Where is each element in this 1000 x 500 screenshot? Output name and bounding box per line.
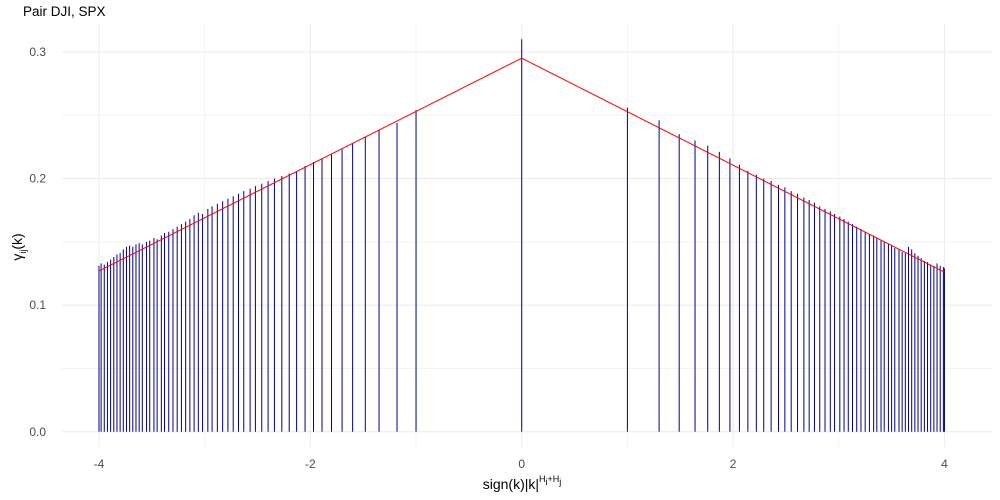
x-axis-label-superscript-sub1: i — [546, 477, 548, 487]
x-tick-label: -2 — [305, 457, 316, 471]
x-axis-label: sign(k)|k|Hi+Hj — [483, 474, 562, 492]
x-axis-label-main: sign(k)|k| — [483, 476, 539, 492]
x-tick-label: 0 — [518, 457, 525, 471]
bars — [98, 39, 945, 432]
x-axis-label-superscript-sub2: j — [558, 477, 561, 487]
y-axis-label-suffix: (k) — [9, 233, 25, 249]
x-axis-label-superscript: H — [539, 474, 546, 484]
y-tick-label: 0.1 — [29, 298, 46, 312]
chart-title: Pair DJI, SPX — [23, 4, 106, 19]
fit-line — [98, 57, 945, 273]
y-tick-label: 0.3 — [29, 45, 46, 59]
fit-line-path — [98, 57, 945, 273]
y-axis-label-subscript: ij — [18, 250, 28, 254]
x-axis-ticks: -4 -2 0 2 4 — [94, 457, 948, 471]
y-tick-label: 0.0 — [29, 425, 46, 439]
x-tick-label: 2 — [730, 457, 737, 471]
x-tick-label: -4 — [94, 457, 105, 471]
x-axis-label-superscript-mid: +H — [548, 474, 560, 484]
x-tick-label: 4 — [941, 457, 948, 471]
y-axis-label-symbol: γ — [9, 254, 25, 261]
y-axis-label: γij(k) — [9, 233, 28, 260]
y-axis-ticks: 0.0 0.1 0.2 0.3 — [29, 45, 46, 439]
y-tick-label: 0.2 — [29, 172, 46, 186]
